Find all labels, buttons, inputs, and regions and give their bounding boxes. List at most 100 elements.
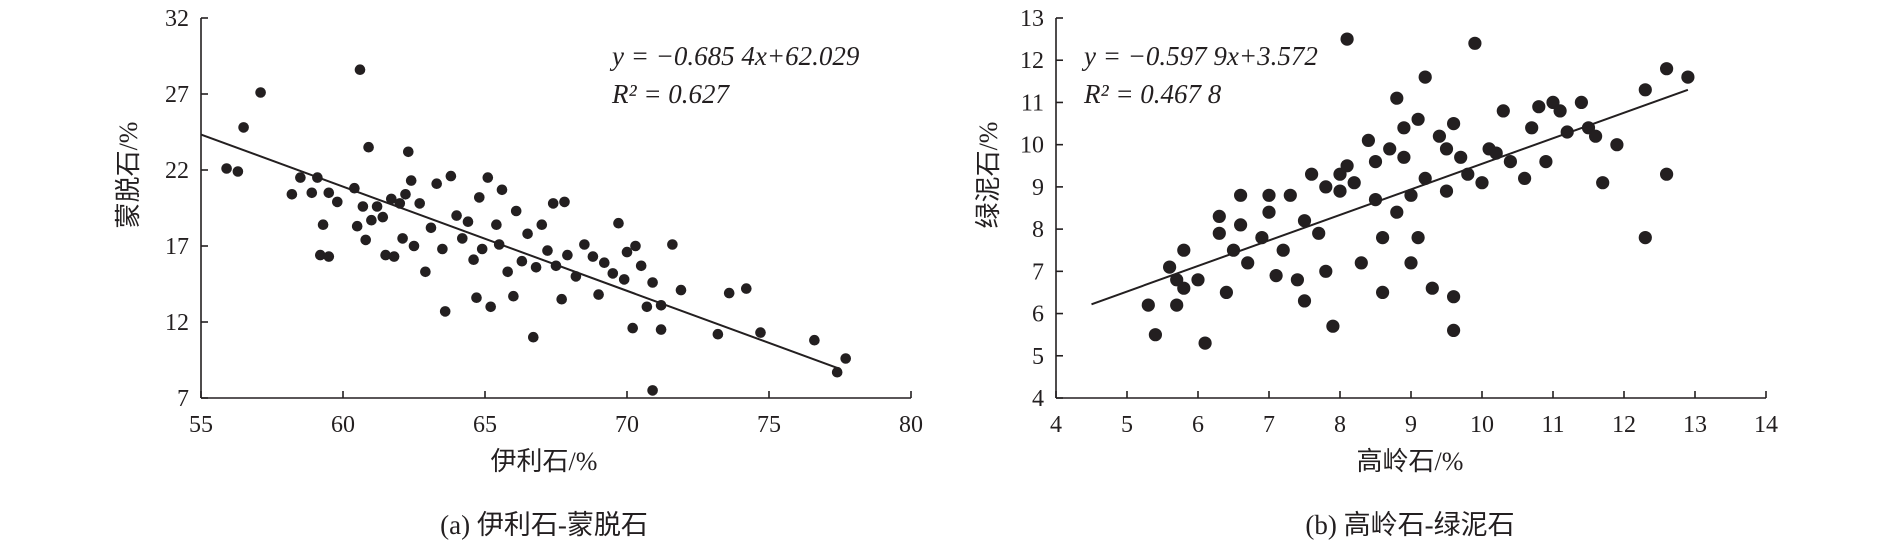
x-tick-label: 65 [473, 412, 497, 438]
scatter-point [221, 163, 232, 174]
scatter-point [1340, 32, 1354, 46]
scatter-point [405, 175, 417, 186]
scatter-point [485, 301, 497, 313]
scatter-point [542, 245, 553, 256]
scatter-point [1333, 184, 1347, 198]
y-tick-label: 22 [165, 158, 189, 184]
scatter-point [1269, 269, 1283, 283]
scatter-point [388, 251, 400, 262]
y-ticks-b: 4 5 6 7 8 9 10 11 12 13 [1020, 6, 1063, 412]
x-tick-label: 7 [1263, 412, 1275, 438]
x-tick-label: 75 [757, 412, 781, 438]
scatter-point [1489, 146, 1503, 160]
scatter-point [508, 290, 519, 302]
scatter-point [1439, 184, 1454, 198]
scatter-point [354, 64, 366, 75]
caption-a: (a) 伊利石-蒙脱石 [440, 510, 648, 540]
trendline-b [1091, 88, 1689, 306]
y-tick-label: 7 [177, 386, 189, 412]
scatter-point [1439, 142, 1454, 156]
chart-panel-a: 55 60 65 70 75 80 7 12 17 22 27 32 y = −0.685 4x+6… [114, 6, 923, 540]
scatter-point [1447, 323, 1461, 337]
x-tick-label: 70 [615, 412, 639, 438]
scatter-point [1454, 150, 1468, 164]
scatter-point [667, 239, 678, 250]
scatter-point [1354, 256, 1368, 270]
scatter-point [755, 327, 766, 338]
scatter-point [363, 141, 374, 153]
y-tick-label: 7 [1032, 259, 1044, 285]
x-axis-title-b: 高岭石/% [1357, 447, 1464, 476]
scatter-point [1638, 83, 1652, 97]
scatter-point [1596, 176, 1610, 190]
scatter-point [403, 146, 414, 158]
scatter-point [1390, 205, 1404, 219]
scatter-point [1319, 180, 1333, 194]
scatter-point [635, 260, 647, 272]
scatter-point [1539, 155, 1553, 169]
scatter-point [238, 122, 249, 133]
scatter-point [317, 219, 329, 230]
y-tick-label: 9 [1032, 175, 1044, 201]
scatter-point [491, 219, 502, 230]
scatter-point [1503, 155, 1517, 169]
scatter-point [599, 257, 610, 269]
scatter-point [1361, 133, 1375, 147]
scatter-point [1425, 281, 1439, 295]
y-tick-label: 13 [1020, 6, 1044, 32]
scatter-point [528, 331, 539, 343]
scatter-point [1411, 231, 1425, 245]
scatter-point [1418, 171, 1432, 185]
scatter-point [1283, 188, 1297, 202]
scatter-point [462, 216, 474, 227]
scatter-point [255, 87, 266, 98]
scatter-point [510, 205, 522, 217]
scatter-point [1411, 112, 1425, 126]
scatter-point [655, 324, 667, 335]
scatter-point [315, 249, 326, 261]
scatter-point [547, 198, 559, 209]
scatter-point [1390, 91, 1404, 105]
scatter-point [1574, 95, 1588, 109]
scatter-point [627, 322, 638, 334]
scatter-point [1404, 188, 1418, 202]
scatter-point [1305, 167, 1319, 181]
x-tick-label: 8 [1334, 412, 1346, 438]
scatter-point [1340, 159, 1354, 173]
scatter-point [1347, 176, 1361, 190]
scatter-point [420, 266, 431, 278]
scatter-point [613, 217, 624, 229]
scatter-point [445, 170, 457, 182]
scatter-point [286, 189, 298, 200]
equation-a: y = −0.685 4x+62.029 [609, 41, 860, 71]
scatter-point [1276, 243, 1290, 257]
scatter-point [357, 201, 369, 212]
scatter-point [1383, 142, 1397, 156]
scatter-point [1525, 121, 1539, 135]
scatter-point [1319, 264, 1333, 278]
scatter-point [1191, 273, 1205, 287]
scatter-point [1262, 205, 1276, 219]
scatter-point [1148, 328, 1162, 342]
scatter-point [306, 187, 318, 199]
y-tick-label: 8 [1032, 217, 1044, 243]
x-tick-label: 80 [899, 412, 923, 438]
scatter-point [323, 187, 335, 199]
scatter-point [1326, 319, 1340, 333]
y-ticks-a: 7 12 17 22 27 32 [165, 6, 208, 412]
scatter-point [840, 353, 851, 364]
scatter-point [437, 243, 448, 255]
scatter-points-a [221, 64, 851, 396]
x-tick-label: 55 [189, 412, 213, 438]
x-ticks-a: 55 60 65 70 75 80 [189, 391, 923, 438]
y-tick-label: 17 [165, 234, 189, 260]
y-tick-label: 12 [1020, 48, 1044, 74]
scatter-point [809, 334, 820, 346]
scatter-point [1297, 294, 1312, 308]
scatter-point [457, 233, 468, 244]
scatter-point [1212, 209, 1226, 223]
scatter-point [1397, 121, 1411, 135]
scatter-point [1447, 117, 1461, 131]
axes-b [1055, 18, 1766, 399]
x-tick-label: 4 [1050, 412, 1062, 438]
